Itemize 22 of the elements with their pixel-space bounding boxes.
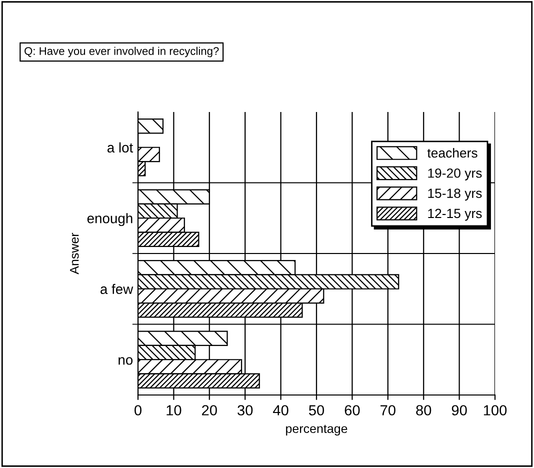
x-axis-title: percentage: [286, 424, 348, 436]
x-tick-label: 50: [308, 405, 324, 416]
y-tick-label: a lot: [107, 142, 134, 153]
legend-label: teachers: [427, 148, 478, 158]
x-tick-label: 20: [202, 405, 217, 416]
x-tick-label: 90: [452, 405, 467, 416]
y-tick-label: no: [118, 357, 133, 365]
x-tick-label: 60: [344, 405, 360, 416]
y-tick-label: a few: [100, 284, 134, 294]
chart-title: Q: Have you ever involved in recycling?: [24, 46, 219, 58]
legend-label: 19-20 yrs: [428, 168, 482, 180]
legend-label: 15-18 yrs: [428, 188, 482, 201]
legend-label: 12-15 yrs: [428, 208, 482, 221]
x-tick-label: 80: [416, 405, 432, 416]
y-axis-title: Answer: [70, 232, 79, 274]
x-tick-label: 100: [484, 405, 507, 416]
x-tick-label: 40: [273, 405, 288, 416]
x-tick-label: 30: [238, 405, 253, 416]
x-tick-label: 70: [380, 405, 396, 416]
y-tick-label: enough: [87, 213, 132, 226]
x-tick-label: 0: [134, 405, 142, 416]
x-tick-label: 10: [166, 405, 182, 416]
